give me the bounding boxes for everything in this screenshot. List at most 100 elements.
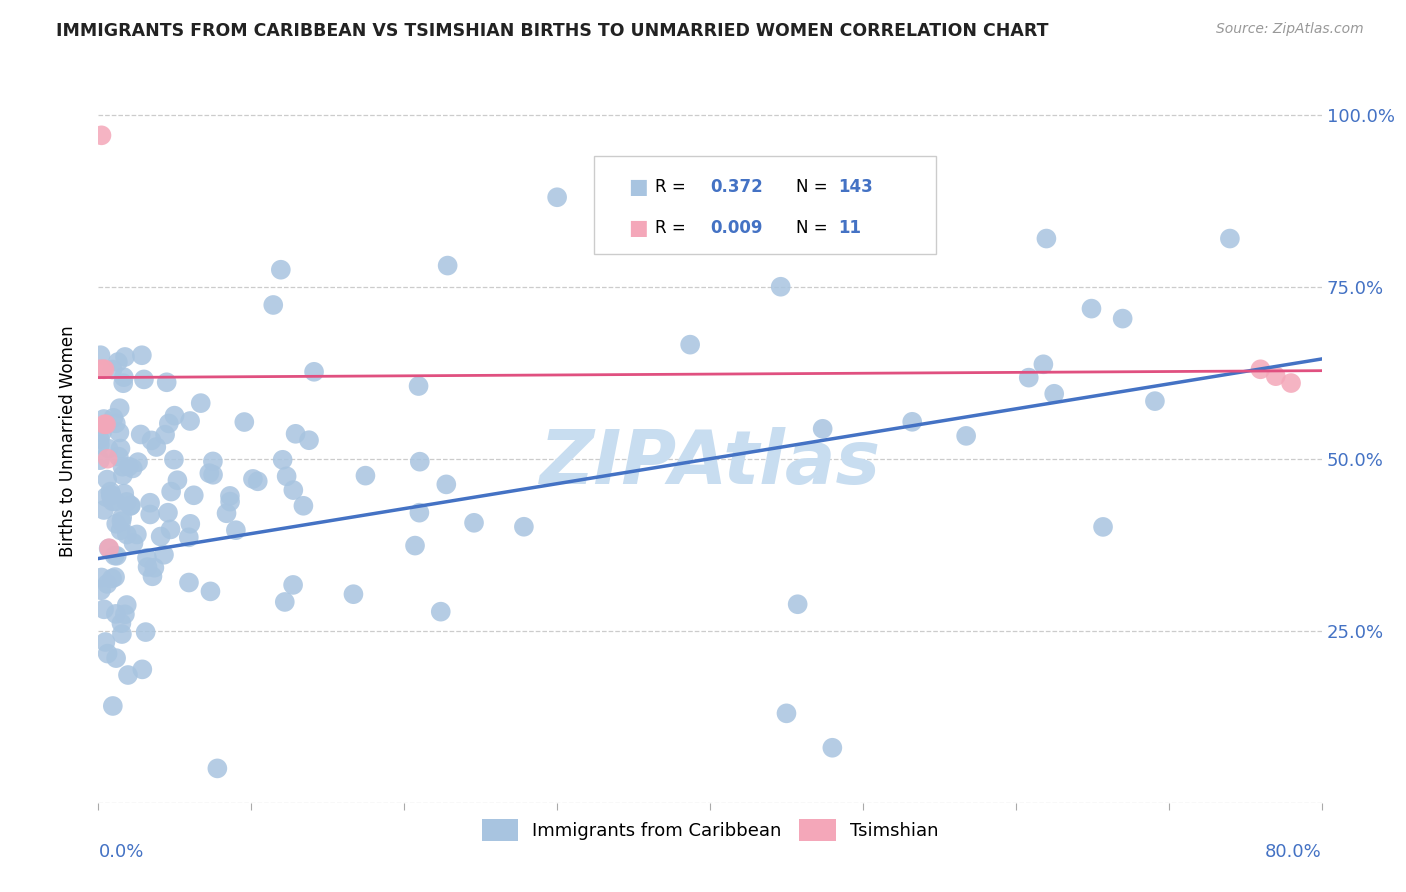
Point — [115, 598, 138, 612]
Point — [90, 128, 112, 143]
Point — [1080, 301, 1102, 316]
Point — [93, 602, 115, 616]
Point — [125, 527, 148, 541]
Point — [1092, 520, 1115, 534]
Point — [141, 434, 163, 448]
Point — [1279, 376, 1302, 390]
Point — [93, 503, 115, 517]
Point — [342, 587, 364, 601]
Point — [89, 453, 111, 467]
Text: ■: ■ — [628, 177, 648, 196]
Point — [163, 452, 186, 467]
Point — [283, 483, 305, 497]
Point — [132, 372, 155, 386]
Point — [219, 494, 242, 508]
Point — [149, 529, 172, 543]
Point — [110, 442, 132, 456]
Point — [215, 506, 238, 520]
Text: Source: ZipAtlas.com: Source: ZipAtlas.com — [1216, 22, 1364, 37]
Text: N =: N = — [796, 178, 827, 195]
Point — [110, 524, 132, 538]
Point — [1249, 362, 1271, 376]
Point — [292, 499, 315, 513]
Point — [112, 486, 135, 500]
Point — [136, 550, 159, 565]
Point — [98, 484, 121, 499]
Point — [111, 510, 134, 524]
Point — [200, 584, 222, 599]
Point — [270, 262, 292, 277]
Point — [145, 440, 167, 454]
Point — [89, 432, 111, 446]
Point — [156, 506, 179, 520]
Point — [89, 348, 111, 362]
Point — [108, 401, 131, 416]
Text: 143: 143 — [838, 178, 873, 195]
Text: IMMIGRANTS FROM CARIBBEAN VS TSIMSHIAN BIRTHS TO UNMARRIED WOMEN CORRELATION CHA: IMMIGRANTS FROM CARIBBEAN VS TSIMSHIAN B… — [56, 22, 1049, 40]
Point — [183, 488, 205, 502]
Point — [955, 429, 977, 443]
Point — [105, 651, 128, 665]
Point — [179, 414, 201, 428]
Point — [198, 466, 221, 480]
Point — [89, 362, 111, 376]
Point — [110, 616, 132, 631]
Text: 0.009: 0.009 — [710, 219, 762, 237]
Point — [1264, 369, 1286, 384]
Point — [122, 536, 145, 550]
Point — [225, 523, 247, 537]
Point — [90, 570, 112, 584]
Point — [91, 362, 114, 376]
Point — [284, 426, 307, 441]
Point — [105, 549, 128, 563]
Point — [901, 415, 924, 429]
Point — [112, 370, 135, 384]
Point — [115, 495, 138, 509]
Point — [1219, 231, 1241, 245]
Point — [96, 473, 118, 487]
Point — [811, 422, 834, 436]
Point — [153, 548, 176, 562]
Point — [103, 549, 125, 563]
Point — [233, 415, 256, 429]
Point — [107, 355, 129, 369]
Point — [93, 412, 115, 426]
Point — [114, 607, 136, 622]
Point — [463, 516, 485, 530]
Point — [97, 647, 120, 661]
Point — [274, 595, 297, 609]
Point — [141, 569, 163, 583]
Point — [101, 571, 124, 585]
Legend: Immigrants from Caribbean, Tsimshian: Immigrants from Caribbean, Tsimshian — [474, 812, 946, 848]
Point — [131, 348, 153, 362]
Point — [107, 450, 129, 464]
Point — [104, 494, 127, 508]
Point — [207, 761, 229, 775]
Point — [101, 698, 124, 713]
Point — [786, 597, 808, 611]
Point — [97, 541, 120, 556]
Point — [1018, 370, 1040, 384]
Point — [115, 527, 138, 541]
Point — [271, 452, 294, 467]
Point — [93, 417, 115, 432]
Point — [409, 455, 432, 469]
Point — [262, 298, 284, 312]
Point — [91, 425, 114, 440]
Point — [136, 560, 159, 574]
Point — [159, 523, 181, 537]
Point — [114, 350, 136, 364]
Point — [120, 499, 142, 513]
Point — [1143, 394, 1166, 409]
FancyBboxPatch shape — [593, 156, 936, 253]
Point — [156, 376, 179, 390]
Text: 11: 11 — [838, 219, 862, 237]
Point — [139, 496, 162, 510]
Point — [111, 627, 134, 641]
Point — [408, 506, 430, 520]
Point — [177, 530, 200, 544]
Point — [97, 451, 120, 466]
Y-axis label: Births to Unmarried Women: Births to Unmarried Women — [59, 326, 77, 558]
Point — [94, 490, 117, 504]
Point — [120, 499, 142, 513]
